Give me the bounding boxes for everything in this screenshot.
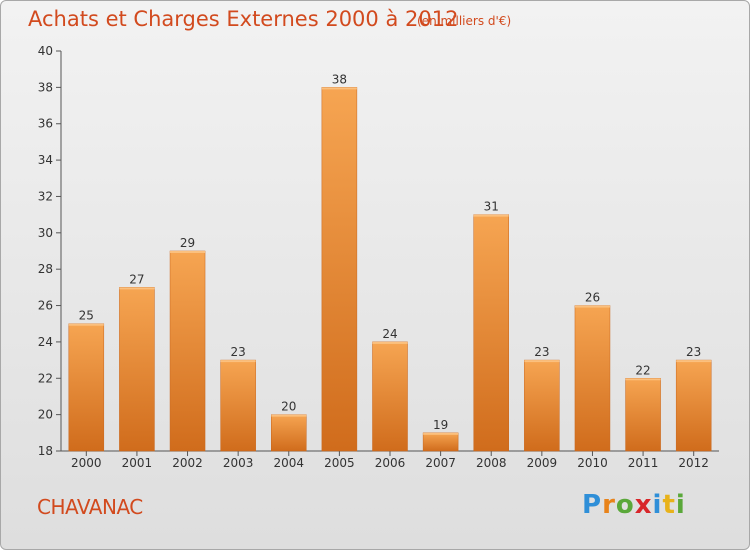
logo-letter: x xyxy=(634,490,653,520)
bar-value-label: 24 xyxy=(382,327,397,341)
x-tick-label: 2006 xyxy=(375,456,406,470)
bar-highlight xyxy=(119,287,155,290)
bar xyxy=(271,414,307,452)
x-tick-label: 2003 xyxy=(223,456,254,470)
bar xyxy=(169,250,206,452)
bar xyxy=(473,214,509,452)
bar-highlight xyxy=(321,87,357,90)
logo-letter: o xyxy=(615,490,635,520)
logo-letter: P xyxy=(582,490,603,520)
bar-highlight xyxy=(423,432,459,435)
logo-letter: t xyxy=(662,490,676,520)
x-tick-label: 2012 xyxy=(678,456,709,470)
y-tick-label: 22 xyxy=(38,371,53,385)
bar-highlight xyxy=(676,360,712,363)
y-tick-label: 40 xyxy=(38,44,53,58)
bar xyxy=(625,378,661,452)
bar-value-label: 31 xyxy=(484,200,499,214)
bar-highlight xyxy=(170,251,206,253)
x-tick-label: 2000 xyxy=(71,456,102,470)
y-tick-label: 18 xyxy=(38,444,53,458)
x-tick-label: 2001 xyxy=(122,456,153,470)
bar-value-label: 23 xyxy=(686,345,701,359)
bar xyxy=(372,341,408,452)
bar-highlight xyxy=(68,323,104,326)
chart-title: Achats et Charges Externes 2000 à 2012 xyxy=(28,7,459,31)
bar xyxy=(422,432,459,452)
bar-value-label: 20 xyxy=(281,400,296,414)
bar-highlight xyxy=(574,305,610,308)
bar-highlight xyxy=(625,378,661,381)
bar-value-label: 22 xyxy=(635,363,650,377)
bar-value-label: 19 xyxy=(433,418,448,432)
commune-name: CHAVANAC xyxy=(37,495,143,519)
y-tick-label: 24 xyxy=(38,335,53,349)
bar-value-label: 25 xyxy=(79,309,94,323)
x-tick-label: 2004 xyxy=(273,456,304,470)
x-tick-label: 2008 xyxy=(476,456,507,470)
bar-highlight xyxy=(271,414,307,417)
chart-subtitle: (en milliers d'€) xyxy=(417,14,512,28)
y-tick-label: 36 xyxy=(38,117,53,131)
bar-value-label: 23 xyxy=(231,345,246,359)
y-tick-label: 34 xyxy=(38,153,53,167)
bar xyxy=(119,287,155,452)
bar xyxy=(220,359,256,452)
bar-value-label: 29 xyxy=(180,236,195,250)
x-tick-label: 2011 xyxy=(628,456,659,470)
x-tick-label: 2010 xyxy=(577,456,608,470)
chart-axes: 18 20 22 24 26 28 30 32 34 36 38 40 2000 2001 2002 2003… xyxy=(38,44,719,470)
y-tick-label: 28 xyxy=(38,262,53,276)
logo-letter: i xyxy=(675,490,686,520)
y-tick-label: 38 xyxy=(38,80,53,94)
bar-highlight xyxy=(524,360,560,363)
bar-value-label: 23 xyxy=(534,345,549,359)
bar-highlight xyxy=(220,360,256,363)
bar-value-label: 38 xyxy=(332,72,347,86)
bar-highlight xyxy=(372,341,408,344)
y-tick-label: 30 xyxy=(38,226,53,240)
y-tick-label: 20 xyxy=(38,408,53,422)
chart-bars: 25 27 29 23 20 38 24 19 31 23 26 22 23 xyxy=(68,72,712,452)
proxiti-logo[interactable]: Proxiti xyxy=(582,490,686,520)
bar xyxy=(524,359,560,452)
x-tick-label: 2005 xyxy=(324,456,355,470)
bar-value-label: 26 xyxy=(585,291,600,305)
bar xyxy=(68,323,105,452)
logo-letter: i xyxy=(652,490,663,520)
bar xyxy=(675,359,712,452)
bar xyxy=(574,305,611,452)
bar-value-label: 27 xyxy=(129,272,144,286)
bar-highlight xyxy=(473,214,509,217)
x-tick-label: 2002 xyxy=(172,456,203,470)
y-tick-label: 32 xyxy=(38,189,53,203)
bar xyxy=(321,87,358,452)
y-tick-label: 26 xyxy=(38,299,53,313)
x-tick-label: 2009 xyxy=(527,456,558,470)
x-tick-label: 2007 xyxy=(425,456,456,470)
logo-letter: r xyxy=(602,490,616,520)
